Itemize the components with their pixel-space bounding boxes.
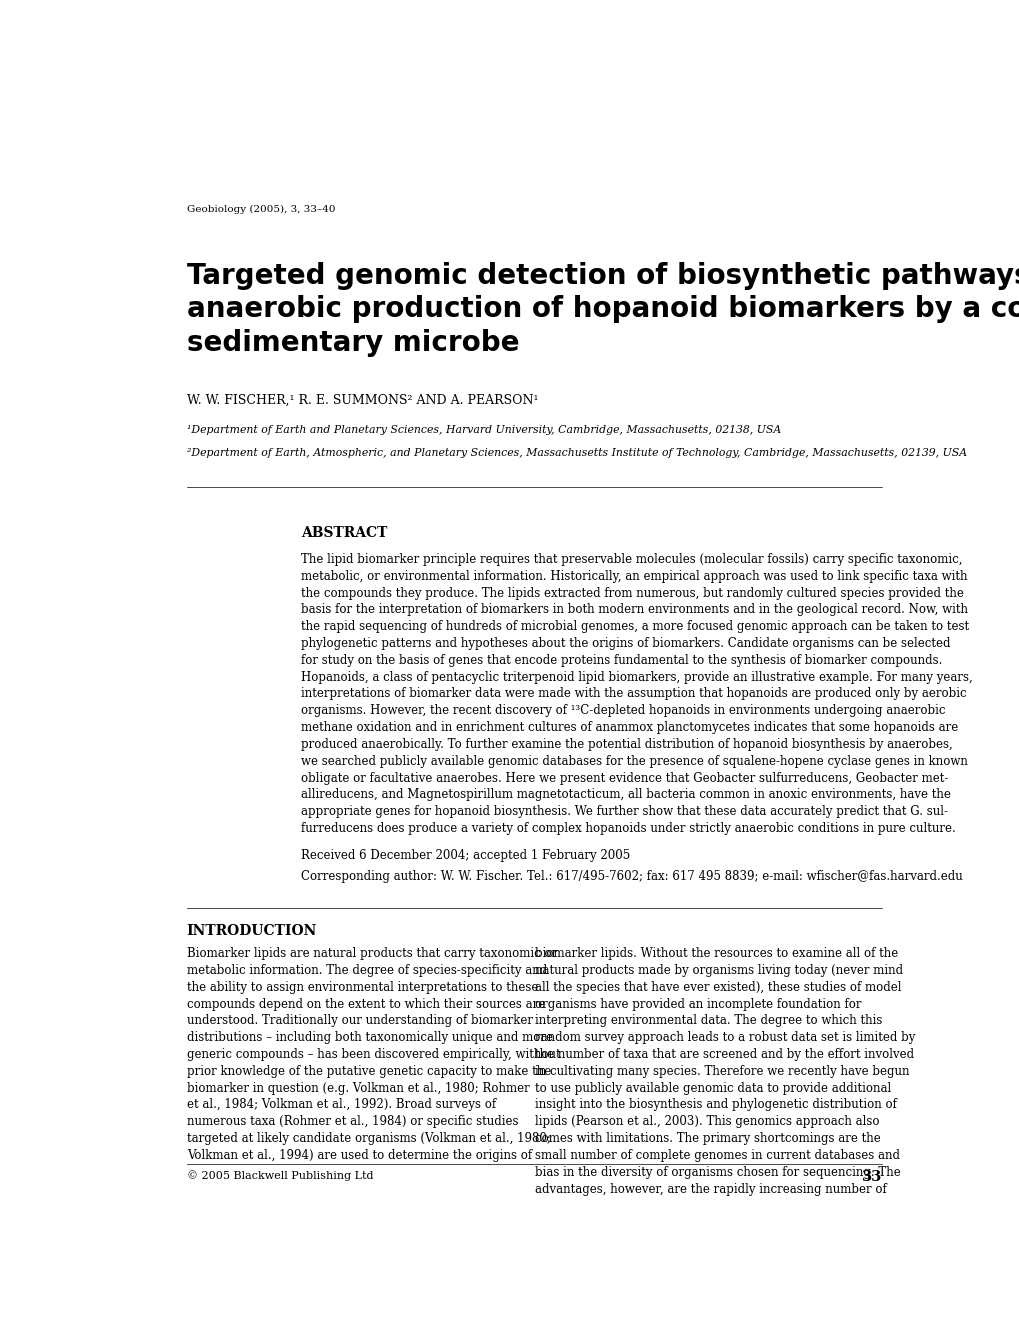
Text: comes with limitations. The primary shortcomings are the: comes with limitations. The primary shor… (534, 1132, 879, 1146)
Text: Corresponding author: W. W. Fischer. Tel.: 617/495-7602; fax: 617 495 8839; e-ma: Corresponding author: W. W. Fischer. Tel… (302, 870, 962, 883)
Text: all the species that have ever existed), these studies of model: all the species that have ever existed),… (534, 981, 900, 994)
Text: for study on the basis of genes that encode proteins fundamental to the synthesi: for study on the basis of genes that enc… (302, 654, 942, 667)
Text: we searched publicly available genomic databases for the presence of squalene-ho: we searched publicly available genomic d… (302, 754, 967, 768)
Text: furreducens does produce a variety of complex hopanoids under strictly anaerobic: furreducens does produce a variety of co… (302, 821, 955, 835)
Text: Hopanoids, a class of pentacyclic triterpenoid lipid biomarkers, provide an illu: Hopanoids, a class of pentacyclic triter… (302, 670, 972, 683)
Text: small number of complete genomes in current databases and: small number of complete genomes in curr… (534, 1148, 899, 1162)
Text: Geobiology (2005), 3, 33–40: Geobiology (2005), 3, 33–40 (186, 205, 335, 214)
Text: Volkman et al., 1994) are used to determine the origins of: Volkman et al., 1994) are used to determ… (186, 1148, 531, 1162)
Text: understood. Traditionally our understanding of biomarker: understood. Traditionally our understand… (186, 1014, 532, 1028)
Text: insight into the biosynthesis and phylogenetic distribution of: insight into the biosynthesis and phylog… (534, 1099, 896, 1111)
Text: lipids (Pearson et al., 2003). This genomics approach also: lipids (Pearson et al., 2003). This geno… (534, 1115, 878, 1128)
Text: the number of taxa that are screened and by the effort involved: the number of taxa that are screened and… (534, 1048, 913, 1061)
Text: the ability to assign environmental interpretations to these: the ability to assign environmental inte… (186, 981, 538, 994)
Text: ABSTRACT: ABSTRACT (302, 527, 387, 540)
Text: organisms have provided an incomplete foundation for: organisms have provided an incomplete fo… (534, 997, 860, 1010)
Text: phylogenetic patterns and hypotheses about the origins of biomarkers. Candidate : phylogenetic patterns and hypotheses abo… (302, 636, 950, 650)
Text: 33: 33 (861, 1170, 881, 1185)
Text: bias in the diversity of organisms chosen for sequencing. The: bias in the diversity of organisms chose… (534, 1166, 900, 1179)
Text: to use publicly available genomic data to provide additional: to use publicly available genomic data t… (534, 1081, 890, 1095)
Text: basis for the interpretation of biomarkers in both modern environments and in th: basis for the interpretation of biomarke… (302, 603, 967, 616)
Text: compounds depend on the extent to which their sources are: compounds depend on the extent to which … (186, 997, 544, 1010)
Text: metabolic information. The degree of species-specificity and: metabolic information. The degree of spe… (186, 963, 546, 977)
Text: prior knowledge of the putative genetic capacity to make the: prior knowledge of the putative genetic … (186, 1065, 550, 1077)
Text: distributions – including both taxonomically unique and more: distributions – including both taxonomic… (186, 1032, 552, 1044)
Text: INTRODUCTION: INTRODUCTION (186, 925, 317, 938)
Text: biomarker lipids. Without the resources to examine all of the: biomarker lipids. Without the resources … (534, 947, 897, 961)
Text: obligate or facultative anaerobes. Here we present evidence that Geobacter sulfu: obligate or facultative anaerobes. Here … (302, 772, 948, 784)
Text: Received 6 December 2004; accepted 1 February 2005: Received 6 December 2004; accepted 1 Feb… (302, 850, 630, 862)
Text: organisms. However, the recent discovery of ¹³C-depleted hopanoids in environmen: organisms. However, the recent discovery… (302, 705, 945, 717)
Text: The lipid biomarker principle requires that preservable molecules (molecular fos: The lipid biomarker principle requires t… (302, 553, 962, 565)
Text: Biomarker lipids are natural products that carry taxonomic or: Biomarker lipids are natural products th… (186, 947, 556, 961)
Text: methane oxidation and in enrichment cultures of anammox planctomycetes indicates: methane oxidation and in enrichment cult… (302, 721, 958, 734)
Text: biomarker in question (e.g. Volkman et al., 1980; Rohmer: biomarker in question (e.g. Volkman et a… (186, 1081, 529, 1095)
Text: et al., 1984; Volkman et al., 1992). Broad surveys of: et al., 1984; Volkman et al., 1992). Bro… (186, 1099, 495, 1111)
Text: advantages, however, are the rapidly increasing number of: advantages, however, are the rapidly inc… (534, 1183, 886, 1195)
Text: W. W. FISCHER,¹ R. E. SUMMONS² AND A. PEARSON¹: W. W. FISCHER,¹ R. E. SUMMONS² AND A. PE… (186, 394, 538, 407)
Text: ¹Department of Earth and Planetary Sciences, Harvard University, Cambridge, Mass: ¹Department of Earth and Planetary Scien… (186, 425, 781, 436)
Text: random survey approach leads to a robust data set is limited by: random survey approach leads to a robust… (534, 1032, 914, 1044)
Text: generic compounds – has been discovered empirically, without: generic compounds – has been discovered … (186, 1048, 559, 1061)
Text: natural products made by organisms living today (never mind: natural products made by organisms livin… (534, 963, 902, 977)
Text: interpreting environmental data. The degree to which this: interpreting environmental data. The deg… (534, 1014, 881, 1028)
Text: interpretations of biomarker data were made with the assumption that hopanoids a: interpretations of biomarker data were m… (302, 687, 966, 701)
Text: the compounds they produce. The lipids extracted from numerous, but randomly cul: the compounds they produce. The lipids e… (302, 587, 963, 599)
Text: appropriate genes for hopanoid biosynthesis. We further show that these data acc: appropriate genes for hopanoid biosynthe… (302, 805, 948, 819)
Text: allireducens, and Magnetospirillum magnetotacticum, all bacteria common in anoxi: allireducens, and Magnetospirillum magne… (302, 788, 951, 801)
Text: in cultivating many species. Therefore we recently have begun: in cultivating many species. Therefore w… (534, 1065, 908, 1077)
Text: ²Department of Earth, Atmospheric, and Planetary Sciences, Massachusetts Institu: ²Department of Earth, Atmospheric, and P… (186, 448, 966, 458)
Text: numerous taxa (Rohmer et al., 1984) or specific studies: numerous taxa (Rohmer et al., 1984) or s… (186, 1115, 518, 1128)
Text: produced anaerobically. To further examine the potential distribution of hopanoi: produced anaerobically. To further exami… (302, 738, 952, 750)
Text: Targeted genomic detection of biosynthetic pathways:
anaerobic production of hop: Targeted genomic detection of biosynthet… (186, 261, 1019, 356)
Text: © 2005 Blackwell Publishing Ltd: © 2005 Blackwell Publishing Ltd (186, 1170, 373, 1181)
Text: targeted at likely candidate organisms (Volkman et al., 1980;: targeted at likely candidate organisms (… (186, 1132, 550, 1146)
Text: metabolic, or environmental information. Historically, an empirical approach was: metabolic, or environmental information.… (302, 570, 967, 583)
Text: the rapid sequencing of hundreds of microbial genomes, a more focused genomic ap: the rapid sequencing of hundreds of micr… (302, 620, 969, 634)
